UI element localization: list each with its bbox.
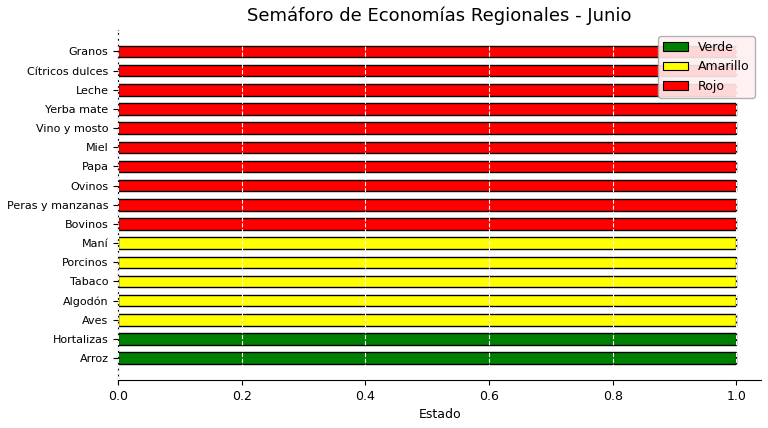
Bar [118, 218, 737, 230]
Bar [118, 238, 737, 249]
Bar [118, 142, 737, 153]
Bar [118, 84, 737, 95]
Bar [118, 46, 737, 57]
Legend: Verde, Amarillo, Rojo: Verde, Amarillo, Rojo [658, 36, 755, 98]
Bar [118, 295, 737, 306]
Bar [118, 352, 737, 364]
Bar [118, 199, 737, 211]
Bar [118, 276, 737, 287]
Bar [118, 65, 737, 76]
X-axis label: Estado: Estado [419, 408, 461, 421]
Bar [118, 314, 737, 326]
Bar [118, 103, 737, 115]
Bar [118, 256, 737, 268]
Bar [118, 180, 737, 191]
Bar [118, 122, 737, 134]
Title: Semáforo de Economías Regionales - Junio: Semáforo de Economías Regionales - Junio [247, 7, 632, 25]
Bar [118, 333, 737, 345]
Bar [118, 160, 737, 172]
